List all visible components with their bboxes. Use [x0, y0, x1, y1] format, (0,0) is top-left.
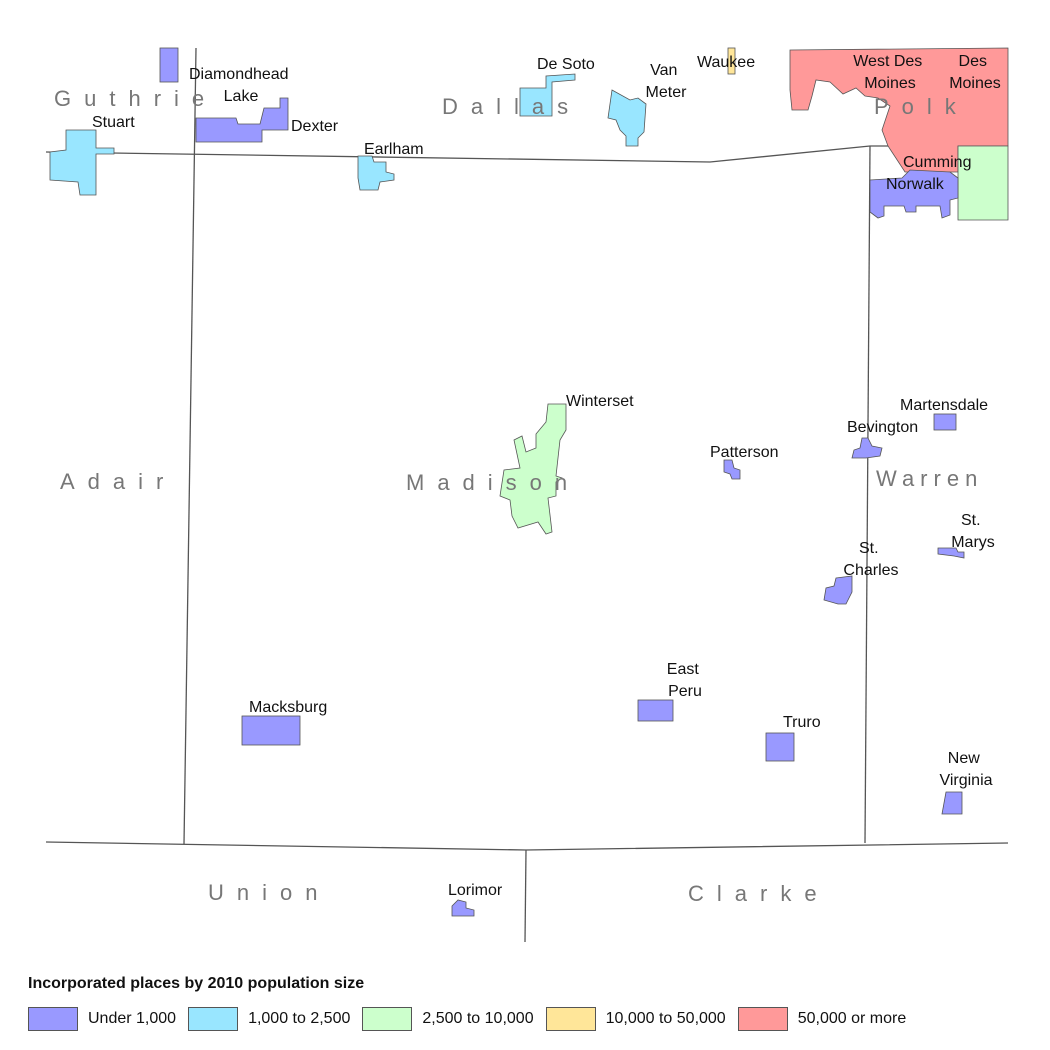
place-label-east-peru: East Peru — [667, 661, 703, 700]
legend-swatch-1000-2500 — [188, 1007, 239, 1031]
place-label-norwalk: Norwalk — [886, 176, 945, 193]
place-patterson-shape — [723, 459, 741, 480]
place-label-van-meter: Van Meter — [646, 62, 688, 101]
place-label-new-virginia: New Virginia — [939, 750, 992, 789]
place-label-truro: Truro — [783, 714, 821, 731]
legend-label-under-1000: Under 1,000 — [88, 1010, 177, 1027]
place-label-st-marys: St. Marys — [951, 512, 995, 551]
legend-label-1000-2500: 1,000 to 2,500 — [248, 1010, 351, 1027]
legend-swatch-under-1000 — [28, 1007, 78, 1031]
place-label-martensdale: Martensdale — [900, 397, 988, 414]
legend-title: Incorporated places by 2010 population s… — [28, 975, 365, 992]
place-new-virginia-shape — [941, 791, 963, 815]
place-st-charles-shape — [823, 575, 853, 605]
place-label-des-moines: Des Moines — [949, 53, 1001, 92]
place-label-macksburg: Macksburg — [249, 699, 327, 716]
legend-item-1000-2500: 1,000 to 2,500 — [188, 1007, 350, 1031]
place-east-peru-shape — [637, 699, 674, 722]
county-label-madison: Madison — [406, 470, 580, 495]
place-diamondhead-lake-shape — [159, 47, 179, 83]
county-label-warren: Warren — [876, 466, 983, 491]
legend-items: Under 1,000 1,000 to 2,500 2,500 to 10,0… — [28, 1007, 1028, 1031]
place-martensdale-shape — [933, 413, 957, 431]
place-van-meter-shape — [607, 89, 647, 147]
place-label-patterson: Patterson — [710, 444, 778, 461]
legend-label-10000-50000: 10,000 to 50,000 — [605, 1010, 726, 1027]
county-label-polk: Polk — [874, 94, 969, 119]
legend-item-10000-50000: 10,000 to 50,000 — [545, 1007, 726, 1031]
legend-item-under-1000: Under 1,000 — [28, 1007, 176, 1031]
legend-swatch-2500-10000 — [362, 1007, 413, 1031]
county-label-dallas: Dallas — [442, 94, 581, 119]
legend-label-2500-10000: 2,500 to 10,000 — [422, 1010, 534, 1027]
county-labels: Guthrie Dallas Polk Adair Madison Warren… — [54, 86, 983, 906]
county-border-union-clarke — [524, 849, 527, 943]
county-label-union: Union — [208, 880, 330, 905]
place-label-lorimor: Lorimor — [448, 882, 503, 899]
county-border-west — [183, 47, 197, 845]
county-border-east — [864, 145, 871, 844]
place-norwalk-shape — [869, 169, 959, 219]
legend-item-50000-plus: 50,000 or more — [737, 1007, 907, 1031]
places-layer — [49, 47, 1009, 917]
place-lorimor-shape — [451, 899, 475, 917]
legend: Incorporated places by 2010 population s… — [28, 975, 1028, 1031]
place-label-dexter: Dexter — [291, 118, 339, 135]
place-de-soto-shape — [519, 73, 576, 117]
place-label-waukee: Waukee — [697, 54, 755, 71]
place-earlham-shape — [357, 155, 395, 191]
place-winterset-shape — [499, 403, 567, 535]
county-label-clarke: Clarke — [688, 881, 830, 906]
place-stuart-shape — [49, 129, 115, 196]
legend-item-2500-10000: 2,500 to 10,000 — [362, 1007, 534, 1031]
place-st-marys-shape — [937, 547, 965, 559]
place-labels: Diamondhead Lake Stuart Dexter Earlham D… — [92, 53, 1001, 899]
place-waukee-shape — [727, 47, 736, 75]
legend-swatch-10000-50000 — [545, 1007, 596, 1031]
legend-swatch-50000-plus — [737, 1007, 788, 1031]
place-macksburg-shape — [241, 715, 301, 746]
place-truro-shape — [765, 732, 795, 762]
place-label-bevington: Bevington — [847, 419, 918, 436]
place-label-earlham: Earlham — [364, 141, 424, 158]
county-label-guthrie: Guthrie — [54, 86, 217, 111]
place-label-diamondhead-lake: Diamondhead Lake — [189, 66, 293, 105]
county-border-south — [45, 841, 1009, 851]
place-label-winterset: Winterset — [566, 393, 634, 410]
legend-label-50000-plus: 50,000 or more — [797, 1010, 907, 1027]
place-bevington-shape — [851, 437, 883, 459]
place-dexter-shape — [195, 97, 289, 143]
place-label-cumming: Cumming — [903, 154, 971, 171]
place-label-st-charles: St. Charles — [843, 540, 898, 579]
county-label-adair: Adair — [60, 469, 176, 494]
place-label-west-des-moines: West Des Moines — [853, 53, 927, 92]
place-label-de-soto: De Soto — [537, 56, 595, 73]
county-border-north — [45, 145, 1008, 163]
place-label-stuart: Stuart — [92, 114, 135, 131]
